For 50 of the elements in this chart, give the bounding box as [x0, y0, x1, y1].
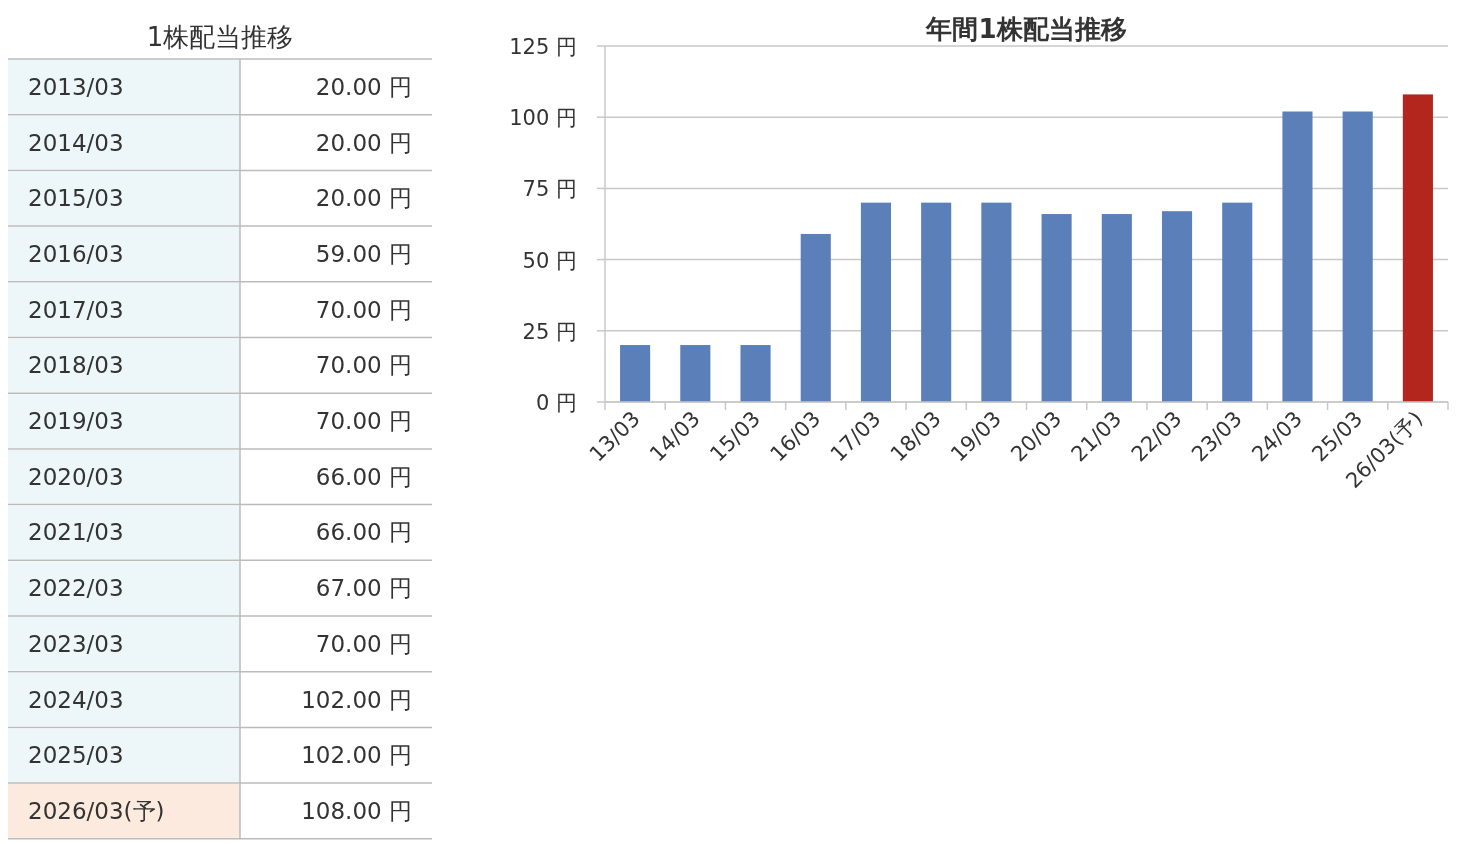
bar: [1041, 214, 1072, 402]
data-label: 108.00 円: [301, 797, 412, 824]
y-tick-label: 50 円: [522, 248, 577, 273]
y-tick-label: 75 円: [522, 177, 577, 202]
data-label: 20.00 円: [315, 73, 412, 100]
category-label: 2014/03: [28, 129, 124, 156]
data-label: 70.00 円: [315, 296, 412, 323]
data-label: 70.00 円: [315, 352, 412, 379]
category-label: 2025/03: [28, 742, 124, 769]
data-label: 20.00 円: [315, 185, 412, 212]
bar: [1402, 94, 1433, 402]
bar: [1101, 214, 1132, 402]
category-label: 2015/03: [28, 185, 124, 212]
bar: [680, 345, 711, 402]
bar: [1222, 202, 1253, 402]
category-label: 2026/03(予): [28, 797, 165, 824]
data-label: 102.00 円: [301, 686, 412, 713]
category-label: 2013/03: [28, 73, 124, 100]
category-label: 2023/03: [28, 630, 124, 657]
category-label: 2019/03: [28, 408, 124, 435]
category-label: 2018/03: [28, 352, 124, 379]
category-label: 2024/03: [28, 686, 124, 713]
category-label: 2017/03: [28, 296, 124, 323]
data-label: 67.00 円: [315, 575, 412, 602]
bar: [1342, 111, 1373, 402]
bar: [1161, 211, 1193, 402]
category-label: 2022/03: [28, 575, 124, 602]
bar: [740, 345, 771, 402]
y-tick-label: 125 円: [509, 35, 577, 59]
bar: [860, 202, 892, 402]
bar: [800, 233, 831, 402]
bar: [921, 202, 952, 402]
category-label: 2016/03: [28, 240, 124, 267]
data-label: 20.00 円: [315, 129, 412, 156]
y-tick-label: 0 円: [535, 391, 577, 415]
bar: [1282, 111, 1313, 402]
bar: [620, 345, 651, 402]
y-tick-label: 25 円: [522, 319, 577, 344]
chart-title: 年間1株配当推移: [925, 14, 1127, 44]
y-tick-label: 100 円: [509, 106, 577, 131]
data-label: 66.00 円: [315, 463, 412, 490]
text: 1株配当推移: [146, 22, 294, 52]
data-label: 66.00 円: [315, 519, 412, 546]
data-label: 70.00 円: [315, 408, 412, 435]
category-label: 2020/03: [28, 463, 124, 490]
data-label: 70.00 円: [315, 630, 412, 657]
category-label: 2021/03: [28, 519, 124, 546]
data-label: 102.00 円: [301, 742, 412, 769]
bar: [981, 202, 1012, 402]
data-label: 59.00 円: [315, 240, 412, 267]
